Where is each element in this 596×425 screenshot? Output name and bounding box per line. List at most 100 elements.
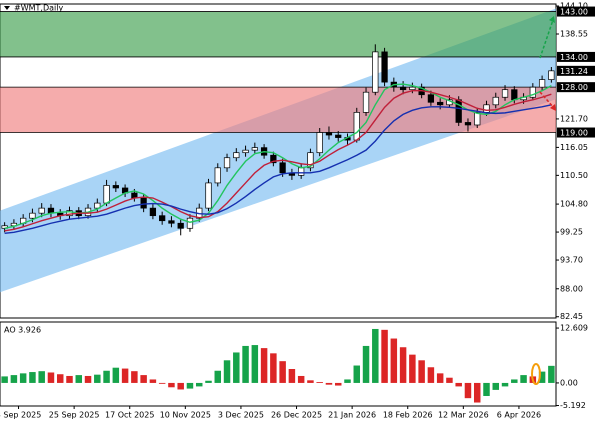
ao-bar	[251, 345, 259, 383]
candle-body	[511, 89, 518, 101]
candle-body	[103, 185, 110, 204]
candle-body	[94, 202, 101, 209]
candle-body	[186, 217, 194, 229]
ao-bar	[47, 372, 55, 383]
candle-body	[381, 51, 388, 83]
zone	[0, 11, 556, 57]
y-tick-label: 12.609	[560, 324, 588, 333]
target-arrow-down	[539, 91, 555, 109]
ao-bar	[140, 375, 147, 383]
ao-bar	[538, 371, 546, 383]
x-tick-label: 21 Jan 2026	[328, 411, 376, 420]
candle-body	[177, 222, 184, 229]
price-box-label: 119.00	[560, 129, 588, 138]
x-tick-label: 17 Oct 2025	[105, 411, 154, 420]
price-box	[557, 51, 595, 62]
ao-bar	[418, 360, 425, 383]
candle-body	[251, 147, 258, 151]
candle-body	[483, 104, 490, 113]
x-tick-label: 10 Nov 2025	[160, 411, 211, 420]
candle-body	[168, 220, 175, 224]
candle-body	[427, 94, 435, 103]
zone	[0, 87, 556, 133]
arrow-head	[550, 104, 556, 111]
candle-body	[464, 122, 472, 126]
ao-bar	[177, 382, 184, 390]
ao-bar	[492, 382, 500, 390]
candle-body	[353, 112, 360, 141]
y-tick-label: 82.45	[560, 312, 583, 321]
price-box	[557, 82, 595, 93]
ao-bar	[381, 329, 388, 383]
ao-bar	[131, 371, 138, 383]
candle-body	[409, 86, 416, 91]
price-box	[557, 65, 595, 76]
candle-body	[149, 207, 157, 217]
ao-bar	[334, 382, 342, 386]
ao-bar	[270, 353, 277, 383]
candle-body	[66, 210, 73, 217]
ao-bar	[316, 382, 323, 383]
ao-bar	[548, 365, 555, 383]
ao-bar	[399, 347, 407, 383]
ao-bar	[520, 375, 527, 383]
x-tick-label: 6 Apr 2026	[497, 411, 541, 420]
price-box-label: 134.00	[560, 53, 588, 62]
ao-bar	[307, 380, 314, 383]
candle-body	[140, 197, 147, 209]
candle-body	[316, 132, 323, 154]
arrow-head	[549, 16, 555, 23]
candle-body	[492, 96, 499, 106]
ao-bar	[353, 365, 361, 383]
chart-title: #WMT,Daily	[14, 4, 63, 13]
x-tick-label: 3 Dec 2025	[218, 411, 264, 420]
y-tick-label: 93.70	[560, 256, 583, 265]
candle-body	[242, 149, 249, 154]
ao-bar	[195, 382, 203, 387]
y-tick-label: 116.05	[560, 143, 588, 152]
ao-bar	[214, 370, 222, 383]
price-box-label: 131.24	[560, 67, 588, 76]
ao-bar	[455, 382, 462, 387]
ao-bar	[427, 367, 435, 383]
ao-bar	[511, 379, 518, 383]
candle-body	[298, 167, 305, 176]
channel	[0, 8, 556, 293]
ao-bar	[38, 371, 45, 383]
x-tick-label: 26 Dec 2025	[271, 411, 322, 420]
ao-bar	[372, 328, 379, 383]
moving-average	[4, 89, 552, 232]
highlight	[531, 363, 541, 385]
ao-bar	[325, 382, 333, 385]
candle-body	[233, 152, 240, 159]
candle-body	[362, 91, 370, 113]
ao-bar	[436, 373, 444, 383]
ao-panel	[0, 321, 557, 407]
price-box	[557, 6, 595, 17]
ao-bar	[121, 368, 129, 383]
candle-body	[437, 101, 444, 106]
ao-bar	[279, 361, 286, 383]
candle-body	[474, 112, 481, 126]
y-tick-label: 138.55	[560, 29, 588, 38]
ao-bar	[158, 382, 166, 384]
price-box-label: 143.00	[560, 8, 588, 17]
x-tick-label: 25 Sep 2025	[49, 411, 100, 420]
target-arrow-up	[539, 19, 554, 59]
x-tick-label: 3 Sep 2025	[0, 411, 41, 420]
y-tick-label: 99.25	[560, 228, 583, 237]
x-tick-label: 12 Mar 2026	[438, 411, 489, 420]
ao-bar	[103, 370, 110, 383]
candle-body	[205, 182, 212, 209]
ao-bar	[260, 348, 268, 383]
candle-body	[223, 157, 231, 169]
ao-bar	[473, 382, 481, 403]
x-tick-label: 18 Feb 2026	[383, 411, 433, 420]
y-tick-label: 144.10	[560, 2, 588, 11]
ao-bar	[390, 338, 398, 383]
y-tick-label: 110.50	[560, 171, 588, 180]
ao-bar	[242, 345, 249, 383]
ao-bar	[223, 360, 231, 383]
ao-bar	[112, 367, 120, 383]
